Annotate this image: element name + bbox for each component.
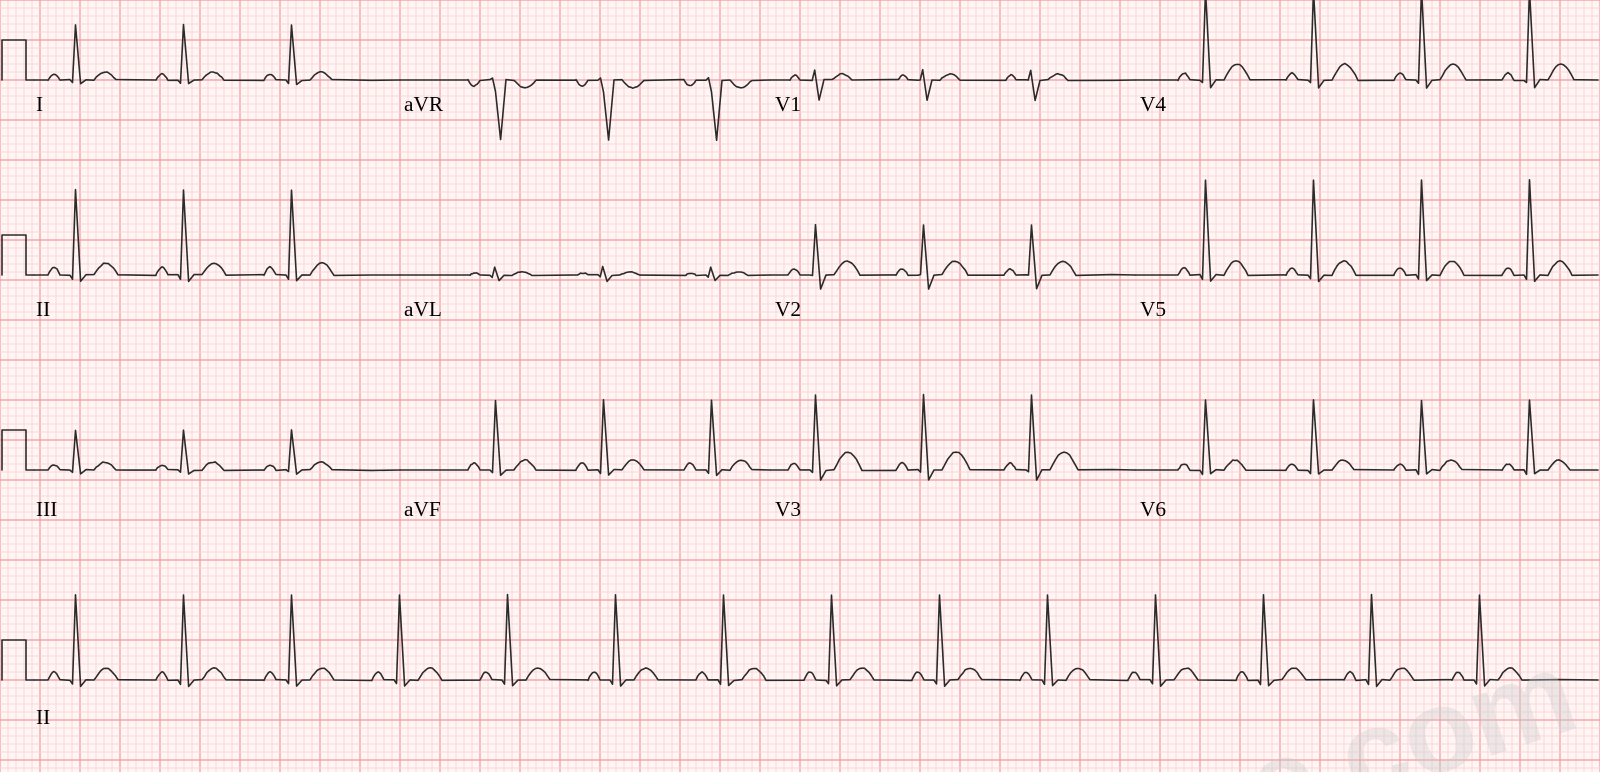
grid (0, 0, 1600, 772)
ecg-svg (0, 0, 1600, 772)
ecg-strip: IaVRV1V4IIaVLV2V5IIIaVFV3V6II TeachingMe… (0, 0, 1600, 772)
